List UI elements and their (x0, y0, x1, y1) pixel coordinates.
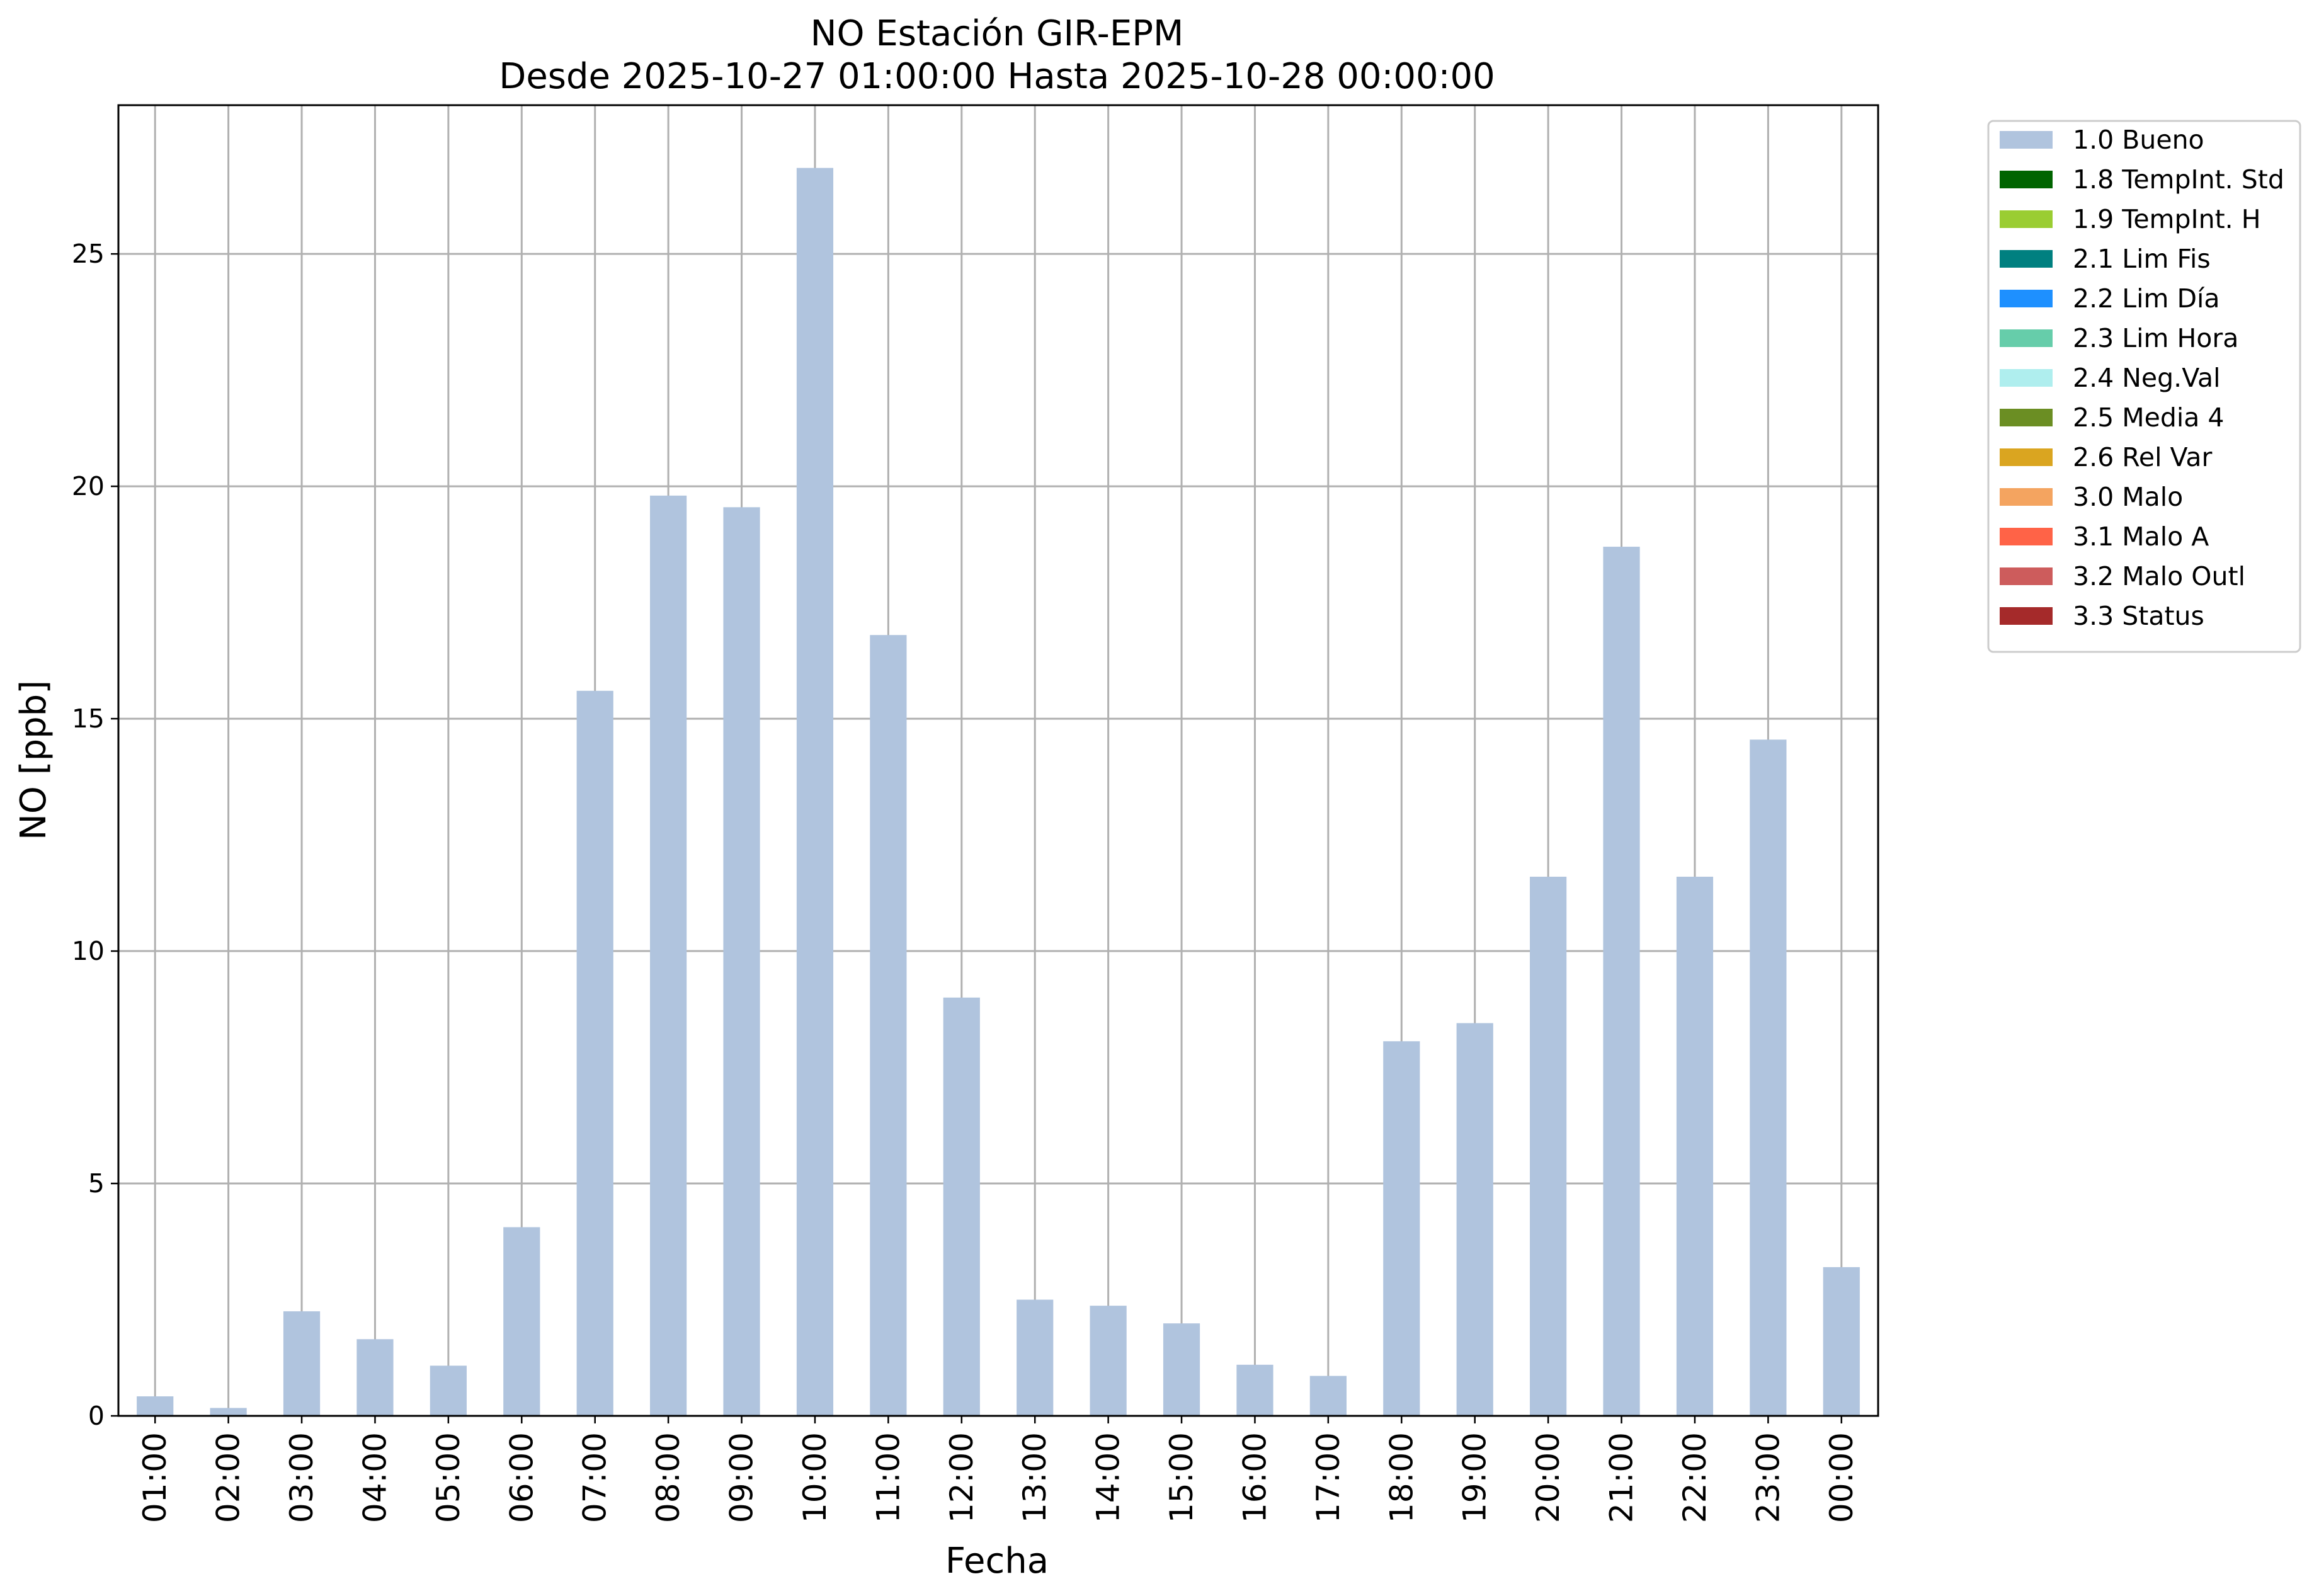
legend-label: 3.3 Status (2073, 601, 2204, 631)
y-tick-label: 25 (72, 239, 105, 269)
legend-swatch (2000, 210, 2053, 228)
legend: 1.0 Bueno 1.8 TempInt. Std 1.9 TempInt. H 2… (1987, 120, 2301, 653)
x-tick-label: 18:00 (1383, 1432, 1420, 1523)
x-tick-label: 20:00 (1530, 1432, 1566, 1523)
x-tick-label: 03:00 (283, 1432, 320, 1523)
bar-1500 (1163, 1323, 1200, 1416)
bar-0000 (1823, 1267, 1860, 1416)
bar-1600 (1236, 1364, 1273, 1416)
x-tick-label: 23:00 (1750, 1432, 1786, 1523)
bar-1100 (870, 635, 907, 1416)
x-tick-label: 11:00 (870, 1432, 906, 1523)
bar-2000 (1530, 876, 1567, 1416)
y-tick-label: 15 (72, 704, 105, 734)
x-tick-label: 13:00 (1017, 1432, 1053, 1523)
bar-0300 (283, 1311, 321, 1416)
x-tick-label: 10:00 (797, 1432, 833, 1523)
legend-label: 1.9 TempInt. H (2073, 204, 2261, 234)
legend-label: 3.1 Malo A (2073, 522, 2209, 552)
legend-label: 1.8 TempInt. Std (2073, 164, 2284, 195)
legend-swatch (2000, 448, 2053, 466)
x-tick-label: 16:00 (1236, 1432, 1273, 1523)
bar-1400 (1090, 1306, 1127, 1416)
chart-title: NO Estación GIR-EPM (811, 13, 1184, 54)
legend-label: 2.6 Rel Var (2073, 442, 2213, 472)
bar-1200 (943, 997, 980, 1416)
legend-label: 2.3 Lim Hora (2073, 323, 2238, 353)
bar-2300 (1750, 739, 1787, 1416)
legend-swatch (2000, 290, 2053, 307)
chart-subtitle: Desde 2025-10-27 01:00:00 Hasta 2025-10-… (499, 56, 1495, 97)
bar-0200 (210, 1408, 247, 1416)
legend-label: 2.4 Neg.Val (2073, 363, 2221, 393)
y-tick-label: 5 (88, 1168, 105, 1199)
legend-swatch (2000, 131, 2053, 149)
x-tick-label: 09:00 (724, 1432, 760, 1523)
legend-swatch (2000, 607, 2053, 625)
legend-label: 1.0 Bueno (2073, 125, 2204, 155)
x-axis-label: Fecha (945, 1541, 1049, 1582)
y-axis-label: NO [ppb] (13, 680, 54, 840)
legend-swatch (2000, 567, 2053, 585)
legend-swatch (2000, 329, 2053, 347)
x-tick-label: 14:00 (1090, 1432, 1127, 1523)
x-tick-label: 12:00 (943, 1432, 980, 1523)
legend-swatch (2000, 369, 2053, 387)
legend-label: 2.2 Lim Día (2073, 283, 2220, 314)
legend-label: 3.2 Malo Outl (2073, 561, 2245, 591)
plot-frame (117, 104, 1879, 1417)
legend-swatch (2000, 528, 2053, 545)
legend-frame (1987, 120, 2301, 653)
x-tick-label: 19:00 (1457, 1432, 1493, 1523)
x-tick-label: 06:00 (503, 1432, 540, 1523)
y-tick-label: 10 (72, 936, 105, 966)
bar-2200 (1676, 876, 1714, 1416)
x-tick-label: 00:00 (1823, 1432, 1860, 1523)
x-tick-label: 02:00 (210, 1432, 247, 1523)
legend-swatch (2000, 171, 2053, 188)
x-tick-label: 08:00 (650, 1432, 687, 1523)
legend-swatch (2000, 250, 2053, 268)
bar-0700 (576, 690, 613, 1416)
x-tick-label: 04:00 (356, 1432, 393, 1523)
x-tick-label: 15:00 (1163, 1432, 1200, 1523)
legend-swatch (2000, 488, 2053, 506)
bar-0100 (137, 1396, 174, 1416)
y-axis-ticks: 0 5 10 15 20 25 (72, 239, 118, 1431)
bar-0500 (430, 1365, 467, 1416)
legend-label: 2.5 Media 4 (2073, 402, 2225, 433)
x-axis-ticks: 01:00 02:00 03:00 04:00 05:00 06:00 07:00 08:00… (137, 1416, 1860, 1523)
y-tick-label: 20 (72, 471, 105, 501)
x-tick-label: 21:00 (1604, 1432, 1640, 1523)
bar-1700 (1309, 1376, 1347, 1416)
bar-1800 (1383, 1041, 1420, 1416)
x-tick-label: 01:00 (137, 1432, 173, 1523)
legend-label: 3.0 Malo (2073, 482, 2183, 512)
y-tick-label: 0 (88, 1401, 105, 1431)
x-tick-label: 17:00 (1310, 1432, 1347, 1523)
legend-label: 2.1 Lim Fis (2073, 244, 2211, 274)
bar-1000 (796, 168, 834, 1416)
bar-0900 (723, 507, 760, 1416)
bar-0400 (356, 1339, 394, 1416)
bar-0800 (650, 495, 687, 1416)
x-tick-label: 22:00 (1677, 1432, 1713, 1523)
bars (137, 168, 1860, 1416)
x-tick-label: 07:00 (577, 1432, 613, 1523)
legend-swatch (2000, 409, 2053, 426)
x-tick-label: 05:00 (430, 1432, 467, 1523)
bar-1900 (1456, 1023, 1493, 1416)
bar-2100 (1603, 547, 1640, 1416)
bar-0600 (503, 1227, 540, 1416)
bar-1300 (1017, 1299, 1054, 1416)
